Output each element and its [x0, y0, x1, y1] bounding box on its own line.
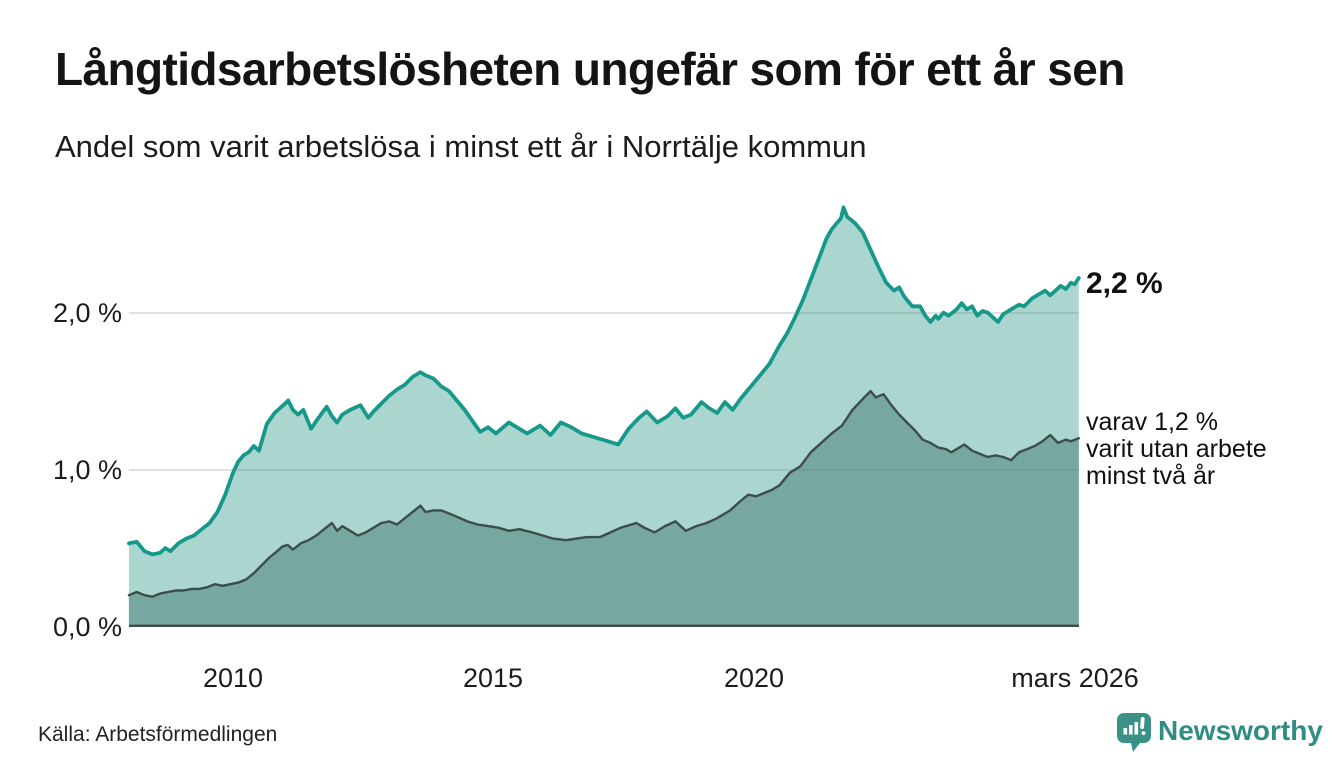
source-note: Källa: Arbetsförmedlingen	[38, 723, 277, 746]
latest-value-label: 2,2 %	[1086, 267, 1163, 300]
newsworthy-logo: Newsworthy	[1117, 713, 1323, 752]
gridlines	[129, 312, 1079, 471]
y-tick-2pct: 2,0 %	[53, 298, 122, 328]
series-total-line	[127, 205, 1081, 557]
breakdown-label: varav 1,2 % varit utan arbete minst två …	[1086, 408, 1267, 490]
y-tick-1pct: 1,0 %	[53, 455, 122, 485]
page-title: Långtidsarbetslösheten ungefär som för e…	[55, 43, 1125, 95]
y-axis-labels: 2,0 % 1,0 % 0,0 %	[53, 298, 122, 642]
bar-chart-glyph	[1123, 722, 1139, 735]
exclamation-glyph	[1140, 717, 1146, 735]
series-two-years-area	[128, 391, 1079, 625]
x-tick-2015: 2015	[463, 663, 523, 693]
x-tick-mars-2026: mars 2026	[1011, 663, 1139, 693]
breakdown-line-2: varit utan arbete	[1086, 435, 1267, 463]
chart-subtitle: Andel som varit arbetslösa i minst ett å…	[55, 129, 867, 164]
newsworthy-brand-text: Newsworthy	[1158, 715, 1323, 746]
newsworthy-logo-icon	[1117, 713, 1151, 752]
series-two-years-line	[127, 389, 1080, 598]
breakdown-line-1: varav 1,2 %	[1086, 408, 1218, 436]
breakdown-line-3: minst två år	[1086, 462, 1215, 490]
y-tick-0pct: 0,0 %	[53, 612, 122, 642]
x-tick-2020: 2020	[724, 663, 784, 693]
speech-bubble-shape	[1117, 713, 1151, 752]
x-axis-labels: 2010 2015 2020 mars 2026	[203, 663, 1139, 693]
x-tick-2010: 2010	[203, 663, 263, 693]
